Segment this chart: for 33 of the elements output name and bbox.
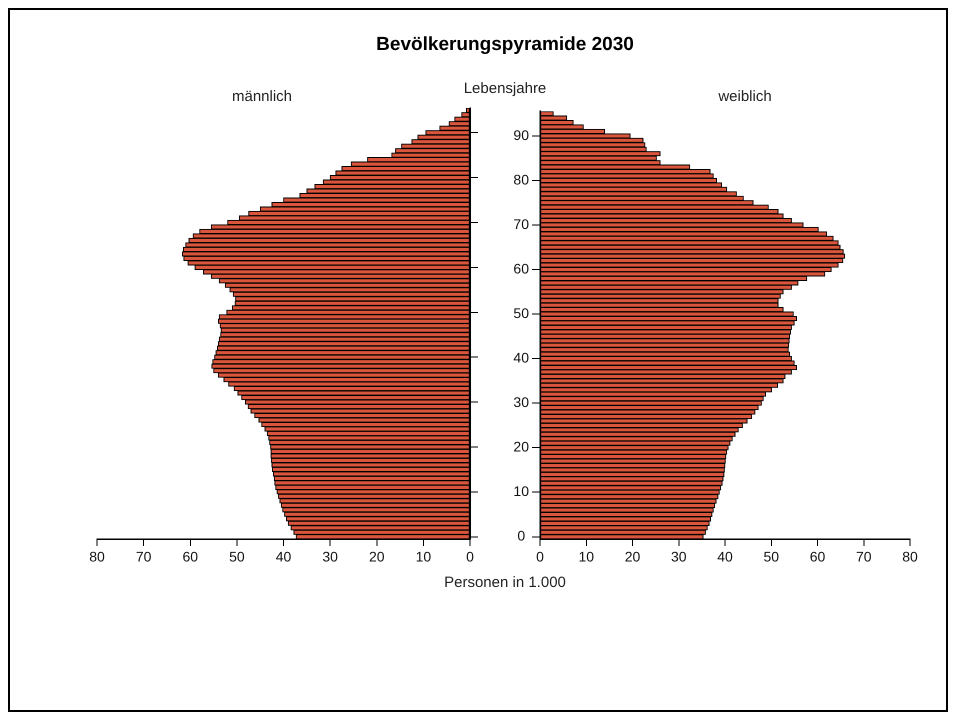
x-tick-label: 70	[856, 548, 872, 564]
x-tick-label: 50	[763, 548, 780, 564]
x-tick-label: 0	[536, 548, 544, 564]
y-axis-title: Lebensjahre	[464, 80, 546, 97]
y-tick-label: 30	[513, 394, 530, 410]
x-tick-label: 0	[466, 548, 474, 564]
y-tick-label: 40	[513, 349, 530, 366]
x-tick-label: 30	[670, 548, 687, 564]
y-tick-label: 70	[513, 216, 530, 232]
x-axis-title: Personen in 1.000	[444, 574, 566, 591]
chart-subtitle: männlich	[232, 88, 292, 105]
y-tick-label: 90	[513, 126, 530, 143]
chart-subtitle: weiblich	[718, 88, 772, 105]
x-tick-label: 80	[902, 548, 918, 564]
x-tick-label: 70	[136, 548, 152, 564]
y-tick-label: 80	[513, 171, 530, 188]
x-tick-label: 20	[624, 548, 640, 564]
x-tick-label: 10	[416, 548, 432, 564]
y-tick-label: 50	[513, 304, 530, 321]
x-tick-label: 40	[276, 548, 292, 564]
chart-title: Bevölkerungspyramide 2030	[376, 34, 634, 56]
x-tick-label: 50	[229, 548, 245, 564]
x-tick-label: 30	[322, 548, 338, 564]
x-tick-label: 60	[810, 548, 826, 564]
y-tick-label: 20	[513, 438, 530, 455]
x-tick-label: 80	[89, 548, 105, 564]
y-tick-label: 60	[513, 260, 530, 276]
x-tick-label: 40	[717, 548, 733, 564]
x-tick-label: 60	[182, 548, 198, 564]
x-tick-label: 20	[368, 548, 385, 564]
y-tick-label: 0	[517, 528, 526, 544]
x-tick-label: 10	[578, 548, 594, 564]
y-tick-label: 10	[513, 483, 530, 500]
